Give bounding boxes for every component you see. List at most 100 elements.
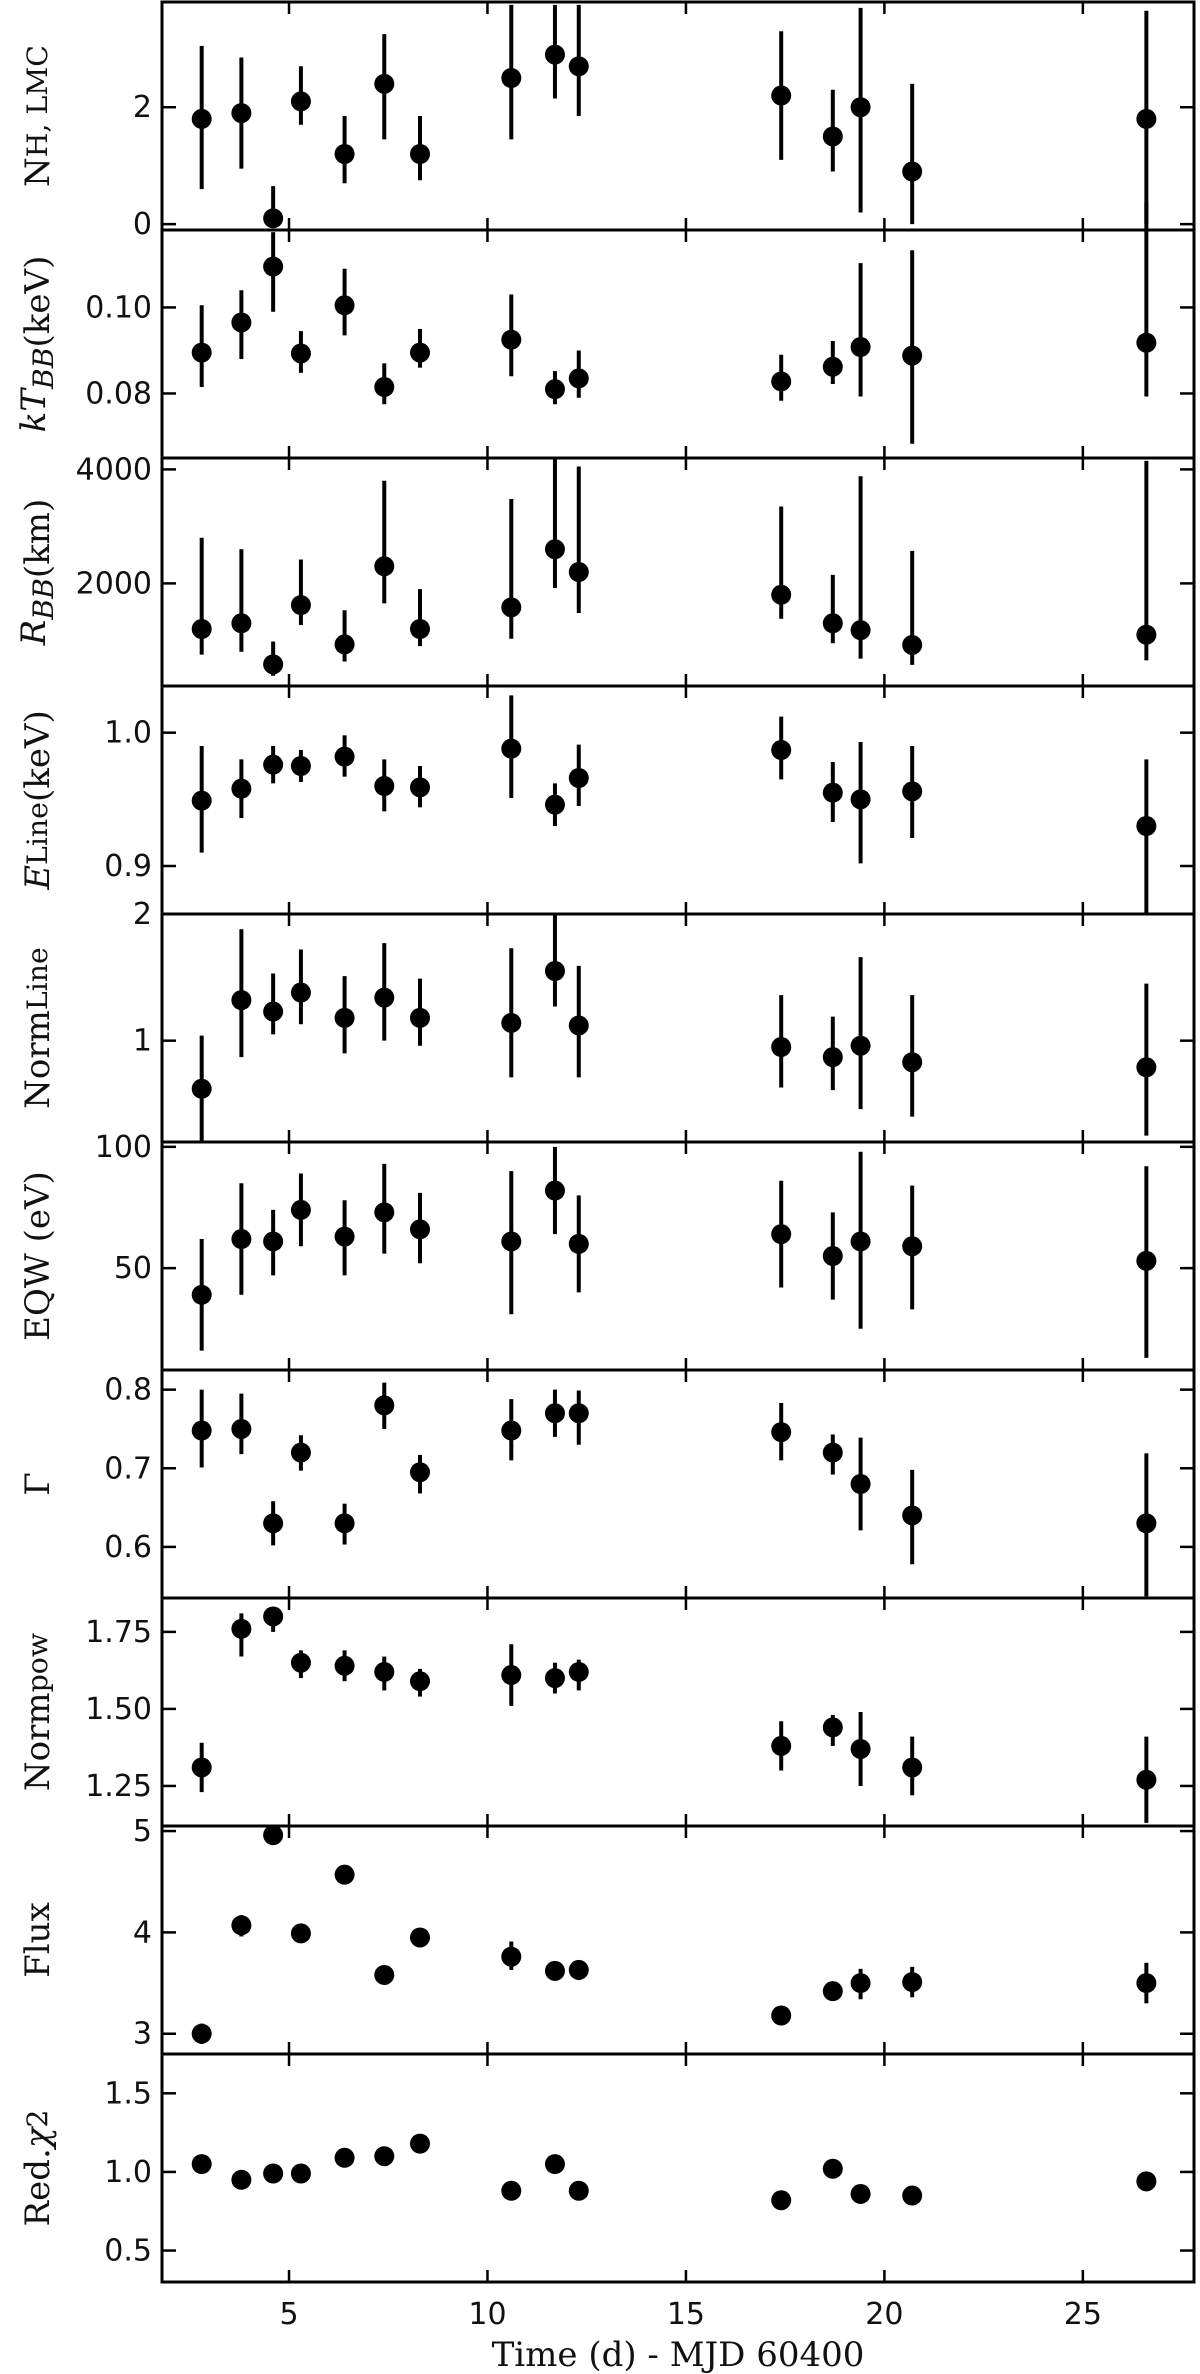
panel-redchi2: 0.5 1.0 1.5 Red. χ2: [18, 2052, 1196, 2284]
y-axis-label: N H, LMC: [18, 45, 58, 187]
ytick-label: 1.0: [104, 2155, 152, 2190]
ytick-label: 3: [133, 2017, 152, 2052]
data-point: [374, 377, 395, 398]
data-point: [850, 1474, 871, 1494]
data-point: [290, 595, 311, 616]
data-point: [822, 1981, 843, 2002]
data-point: [902, 345, 923, 366]
data-point: [568, 562, 589, 582]
data-point: [544, 1180, 565, 1201]
data-point: [263, 1001, 284, 1022]
ytick-label: 1.0: [104, 716, 152, 751]
data-point: [544, 44, 565, 65]
data-point: [410, 1462, 430, 1483]
data-point: [374, 73, 395, 94]
data-point: [1136, 1057, 1157, 1078]
data-point: [290, 756, 311, 776]
data-point: [263, 1231, 284, 1252]
data-point: [771, 85, 792, 106]
ytick-label: 0.8: [104, 1373, 152, 1408]
xtick-label: 25: [1064, 2297, 1102, 2332]
data-point: [263, 208, 284, 229]
data-point: [231, 1229, 252, 1250]
data-point: [410, 144, 430, 164]
data-point: [850, 2183, 871, 2204]
ylabel-gamma: Γ: [18, 1472, 58, 1496]
data-point: [374, 2146, 395, 2167]
data-point: [263, 1825, 284, 1846]
data-point: [334, 1513, 355, 1534]
data-point: [191, 1078, 212, 1099]
data-point: [544, 794, 565, 815]
data-points: [191, 256, 1157, 400]
data-point: [822, 1442, 843, 1463]
data-point: [334, 2147, 355, 2168]
data-point: [410, 1927, 430, 1948]
data-point: [410, 2133, 430, 2154]
panel-frame: [160, 1596, 1196, 1828]
xtick-label: 15: [667, 2297, 705, 2332]
data-point: [374, 987, 395, 1008]
data-point: [191, 2023, 212, 2044]
data-point: [1136, 1250, 1157, 1271]
data-point: [334, 1655, 355, 1676]
data-point: [544, 1668, 565, 1689]
ytick-label: 0.6: [104, 1530, 152, 1565]
data-point: [771, 1735, 792, 1756]
data-point: [231, 1418, 252, 1439]
data-point: [822, 782, 843, 803]
ytick-label: 100: [95, 1130, 152, 1165]
ytick-label: 0.5: [104, 2234, 152, 2269]
error-bars: [199, 1607, 1149, 1823]
data-point: [290, 2163, 311, 2184]
data-point: [568, 1661, 589, 1682]
data-points: [191, 1825, 1157, 2044]
panel-eqw: 50 100 EQW (eV): [18, 1130, 1196, 1372]
data-point: [1136, 1973, 1157, 1994]
panel-nh: 0 2 NH, LMC: [18, 0, 1196, 242]
error-bars: [199, 914, 1149, 1142]
data-point: [771, 371, 792, 392]
data-point: [334, 1007, 355, 1028]
data-point: [822, 613, 843, 634]
data-point: [902, 1236, 923, 1257]
data-point: [850, 1738, 871, 1759]
data-point: [501, 738, 522, 759]
data-point: [501, 1946, 522, 1967]
data-point: [501, 1420, 522, 1441]
data-point: [501, 1665, 522, 1686]
data-points: [191, 738, 1157, 836]
data-point: [231, 2169, 252, 2190]
ytick-label: 0.08: [85, 376, 152, 411]
data-point: [850, 97, 871, 118]
data-point: [263, 1513, 284, 1534]
panel-ktbb: 0.08 0.10 kTBB (keV): [14, 202, 1196, 460]
data-point: [191, 1757, 212, 1778]
data-point: [290, 982, 311, 1003]
data-point: [410, 342, 430, 363]
data-point: [544, 961, 565, 981]
ytick-label: 4: [133, 1915, 152, 1950]
data-point: [374, 1661, 395, 1682]
data-point: [850, 1035, 871, 1056]
ytick-label: 0.10: [85, 290, 152, 325]
data-point: [290, 1923, 311, 1944]
error-bars: [199, 1382, 1149, 1597]
y-axis-label: RBB (km): [14, 498, 61, 646]
data-point: [290, 343, 311, 364]
data-point: [191, 1420, 212, 1441]
y-axis-label: EQW (eV): [18, 1171, 58, 1341]
data-point: [771, 1037, 792, 1057]
data-point: [902, 2185, 923, 2206]
panel-frame: [160, 2052, 1196, 2284]
data-points: [191, 1395, 1157, 1534]
ytick-label: 2000: [76, 566, 152, 601]
ytick-label: 2: [133, 90, 152, 125]
data-point: [1136, 2171, 1157, 2192]
data-point: [902, 634, 923, 655]
panel-frame: [160, 1824, 1196, 2056]
ylabel-nh: NH, LMC: [18, 45, 58, 187]
data-points: [191, 1180, 1157, 1305]
